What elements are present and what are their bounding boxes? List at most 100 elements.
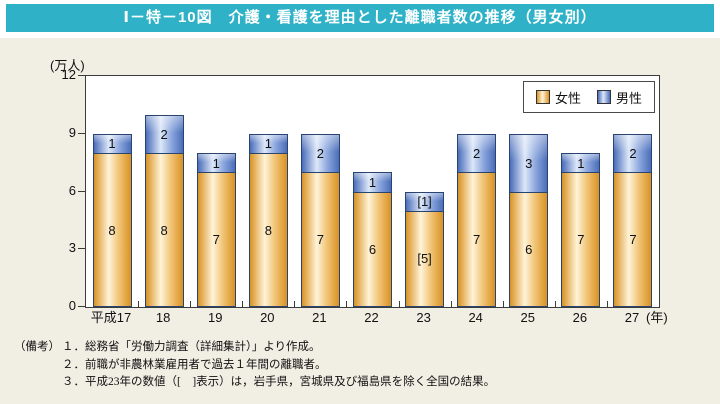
- bar-value-label: 6: [368, 241, 377, 257]
- category-boundary-tick: [554, 301, 556, 307]
- category-boundary-tick: [450, 301, 452, 307]
- x-axis-label: 24: [468, 310, 483, 325]
- legend-label-female: 女性: [554, 90, 581, 106]
- figure-title: Ⅰ－特－10図 介護・看護を理由とした離職者数の推移（男女別）: [6, 4, 714, 32]
- legend-label-male: 男性: [616, 90, 643, 106]
- bar-平成17-female-segment: 8: [92, 153, 132, 307]
- notes: （備考） １．総務省「労働力調査（詳細集計）」より作成。 ２．前職が非農林業雇用…: [14, 339, 710, 392]
- y-axis-label: 0: [68, 298, 76, 313]
- category-boundary-tick: [242, 301, 244, 307]
- category-boundary-tick: [190, 301, 192, 307]
- note-line-2: ２．前職が非農林業雇用者で過去１年間の離職者。: [62, 358, 327, 371]
- category-boundary-tick: [346, 301, 348, 307]
- x-axis-label: 18: [155, 310, 171, 325]
- y-axis-tick: [78, 190, 85, 192]
- notes-items: １．総務省「労働力調査（詳細集計）」より作成。 ２．前職が非農林業雇用者で過去１…: [62, 339, 495, 392]
- bar-21-male-segment: 2: [300, 133, 340, 173]
- bar-24-male-segment: 2: [457, 133, 497, 173]
- bar-value-label: 8: [160, 222, 168, 238]
- legend-item-female: 女性: [535, 88, 581, 107]
- bar-18-female-segment: 8: [144, 153, 184, 307]
- x-axis-label: 平成17: [90, 310, 132, 325]
- x-axis-label: 25: [520, 310, 535, 325]
- bar-26-female-segment: 7: [561, 172, 601, 307]
- bar-23-male-segment: [1]: [405, 191, 445, 211]
- category-boundary-tick: [294, 301, 296, 307]
- bar-value-label: 8: [108, 222, 116, 238]
- bar-value-label: 7: [473, 232, 481, 248]
- bar-value-label: 1: [368, 174, 377, 190]
- bar-value-label: 7: [316, 232, 325, 248]
- bar-25-female-segment: 6: [509, 191, 549, 307]
- bar-22-male-segment: 1: [353, 172, 392, 192]
- x-axis-label: 22: [364, 310, 379, 325]
- male-swatch-icon: [597, 90, 611, 104]
- bar-20-male-segment: 1: [248, 133, 288, 153]
- bar-value-label: [1]: [417, 194, 432, 210]
- bar-value-label: 2: [629, 146, 637, 161]
- bar-25-male-segment: 3: [509, 133, 549, 192]
- bar-20-female-segment: 8: [248, 153, 288, 307]
- y-axis-label: 9: [68, 124, 76, 140]
- bar-value-label: [5]: [417, 251, 432, 267]
- y-axis-label: 12: [61, 67, 76, 82]
- bar-26-male-segment: 1: [561, 153, 601, 173]
- y-axis-tick: [78, 132, 85, 134]
- y-axis-tick: [78, 248, 85, 250]
- plot-area: 1 8 2 8 1 7 1 8 2 7 1 6 [1] [5] 2 7 3 6 1 7 2 7: [85, 75, 660, 308]
- x-axis-unit-label: (年): [646, 310, 668, 325]
- y-axis-tick: [78, 75, 85, 76]
- y-axis-label: 3: [68, 240, 76, 256]
- female-swatch-icon: [535, 90, 550, 104]
- bar-27-male-segment: 2: [613, 133, 653, 173]
- x-axis-label: 27: [624, 310, 640, 325]
- x-axis-label: 26: [572, 310, 588, 325]
- bar-value-label: 7: [212, 232, 220, 248]
- bar-19-female-segment: 7: [196, 172, 236, 307]
- bar-value-label: 7: [577, 232, 585, 248]
- bar-21-female-segment: 7: [300, 172, 340, 307]
- bar-value-label: 8: [264, 222, 272, 238]
- y-axis-unit-label: (万人): [50, 58, 85, 73]
- bar-22-female-segment: 6: [353, 191, 392, 307]
- x-axis-label: 20: [260, 310, 275, 325]
- bar-19-male-segment: 1: [196, 153, 236, 173]
- bar-23-female-segment: [5]: [405, 210, 445, 307]
- note-line-1: １．総務省「労働力調査（詳細集計）」より作成。: [62, 341, 321, 353]
- note-line-3: ３．平成23年の数値（[ ]表示）は，岩手県，宮城県及び福島県を除く全国の結果。: [62, 376, 496, 388]
- y-axis-label: 6: [68, 182, 76, 198]
- bar-27-female-segment: 7: [613, 172, 653, 307]
- bar-value-label: 2: [473, 146, 481, 161]
- legend-item-male: 男性: [597, 88, 642, 107]
- bar-平成17-male-segment: 1: [92, 133, 132, 153]
- bar-24-female-segment: 7: [457, 172, 497, 307]
- bar-value-label: 1: [264, 136, 272, 152]
- bar-18-male-segment: 2: [144, 114, 184, 153]
- category-boundary-tick: [138, 301, 140, 307]
- y-axis-tick: [78, 306, 85, 307]
- x-axis-label: 21: [312, 310, 327, 325]
- legend: 女性 男性: [523, 81, 655, 113]
- bar-value-label: 1: [108, 136, 116, 152]
- bar-value-label: 7: [629, 232, 637, 248]
- bar-value-label: 2: [160, 126, 168, 142]
- bar-value-label: 2: [316, 146, 325, 161]
- bar-value-label: 1: [577, 155, 585, 171]
- bar-value-label: 6: [525, 241, 533, 257]
- category-boundary-tick: [502, 301, 504, 307]
- bar-23: [1] [5]: [405, 191, 445, 307]
- x-axis-label: 19: [207, 310, 223, 325]
- bar-value-label: 1: [212, 155, 220, 171]
- x-axis-label: 23: [416, 310, 431, 325]
